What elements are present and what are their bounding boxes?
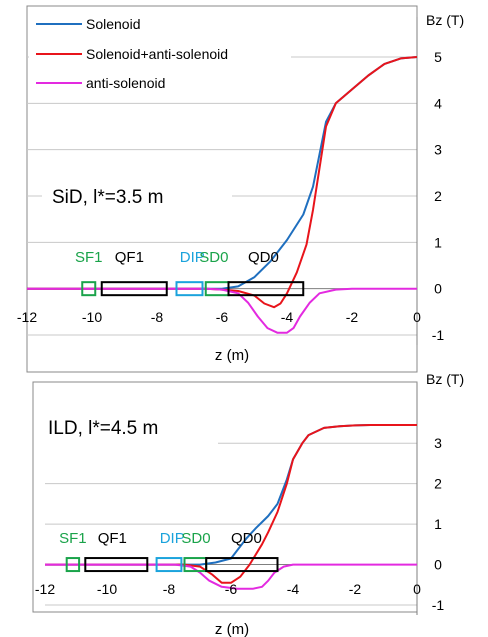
series-anti xyxy=(27,287,417,334)
y-tick-labels: 5 4 3 2 1 0 -1 xyxy=(432,49,445,343)
magnet-box-sf1 xyxy=(81,281,97,297)
y-tick-label: 2 xyxy=(434,188,442,204)
x-tick-label: -8 xyxy=(163,581,176,597)
magnet-label-sf1: SF1 xyxy=(59,530,87,547)
y-axis-label: Bz (T) xyxy=(426,12,464,28)
magnet-label-sd0: SD0 xyxy=(199,249,228,266)
magnet-label-qf1: QF1 xyxy=(115,249,144,266)
x-tick-label: -10 xyxy=(82,309,102,325)
y-tick-label: -1 xyxy=(432,327,445,343)
x-tick-label: -8 xyxy=(151,309,164,325)
chart-annotation: ILD, l*=4.5 m xyxy=(48,418,158,439)
annotation-background xyxy=(42,178,232,214)
magnet-box-dip xyxy=(175,281,204,297)
x-tick-label: -4 xyxy=(287,581,300,597)
legend: Solenoid Solenoid+anti-solenoid anti-sol… xyxy=(29,8,291,98)
series-combined xyxy=(45,424,417,584)
magnet-label-qd0: QD0 xyxy=(248,249,279,266)
series-combined xyxy=(27,56,418,309)
y-tick-label: 1 xyxy=(434,516,442,532)
y-tick-label: 5 xyxy=(434,49,442,65)
x-tick-labels: -12 -10 -8 -6 -4 -2 0 xyxy=(35,581,421,597)
magnet-box-qd0 xyxy=(227,281,305,297)
x-tick-label: -12 xyxy=(35,581,55,597)
magnet-box-qf1 xyxy=(100,281,168,297)
legend-label-solenoid: Solenoid xyxy=(86,16,141,32)
series-anti xyxy=(45,563,417,590)
annotation-background xyxy=(38,410,218,444)
x-tick-label: 0 xyxy=(413,309,421,325)
y-tick-label: -1 xyxy=(432,597,445,613)
y-tick-label: 0 xyxy=(434,557,442,573)
x-axis-label: z (m) xyxy=(215,621,249,637)
y-tick-label: 2 xyxy=(434,476,442,492)
x-tick-label: -6 xyxy=(225,581,238,597)
y-tick-label: 4 xyxy=(434,95,442,111)
chart-annotation: SiD, l*=3.5 m xyxy=(52,187,163,208)
x-tick-label: -10 xyxy=(97,581,117,597)
x-tick-label: -12 xyxy=(17,309,37,325)
magnet-box-sf1 xyxy=(65,557,81,573)
magnet-box-qd0 xyxy=(205,557,279,573)
magnet-label-sf1: SF1 xyxy=(75,249,103,266)
magnet-label-qf1: QF1 xyxy=(98,530,127,547)
series-group xyxy=(27,56,418,334)
y-tick-label: 3 xyxy=(434,142,442,158)
magnet-label-qd0: QD0 xyxy=(231,530,262,547)
y-tick-label: 1 xyxy=(434,234,442,250)
legend-label-anti: anti-solenoid xyxy=(86,75,165,91)
legend-label-combined: Solenoid+anti-solenoid xyxy=(86,46,228,62)
x-axis-label: z (m) xyxy=(215,347,249,364)
x-tick-label: -6 xyxy=(216,309,229,325)
magnet-label-dip: DIP xyxy=(180,249,205,266)
y-axis-label: Bz (T) xyxy=(426,371,464,387)
y-tick-label: 0 xyxy=(434,281,442,297)
x-tick-label: -4 xyxy=(281,309,294,325)
x-tick-label: -2 xyxy=(346,309,359,325)
magnet-box-dip xyxy=(155,557,183,573)
x-tick-label: -2 xyxy=(349,581,362,597)
x-tick-label: 0 xyxy=(413,581,421,597)
magnet-label-dip: DIP xyxy=(160,530,185,547)
y-tick-labels: 3 2 1 0 -1 xyxy=(432,435,445,613)
x-tick-labels: -12 -10 -8 -6 -4 -2 0 xyxy=(17,309,421,325)
magnet-label-sd0: SD0 xyxy=(181,530,210,547)
y-tick-label: 3 xyxy=(434,435,442,451)
magnet-box-qf1 xyxy=(84,557,149,573)
